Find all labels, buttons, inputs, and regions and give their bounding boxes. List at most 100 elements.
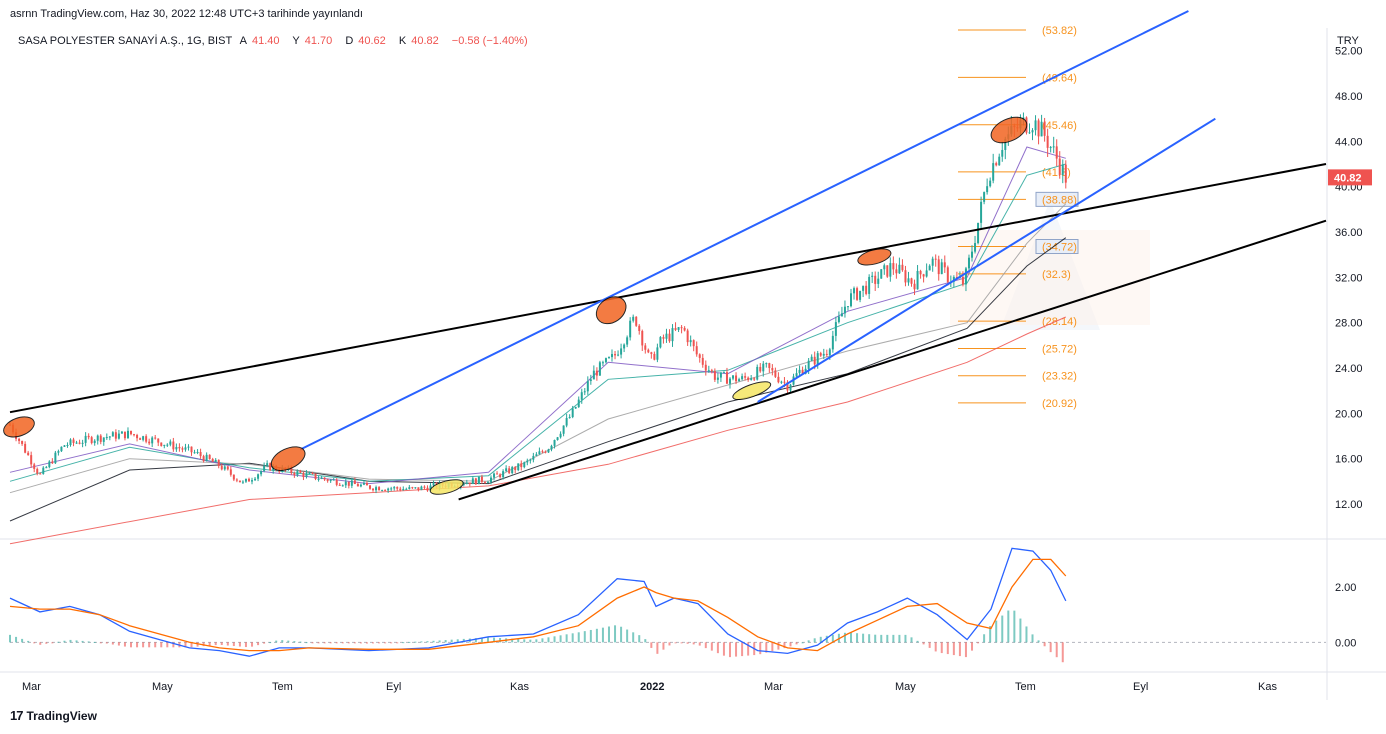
candle-body	[535, 454, 538, 456]
moving-average-0	[9, 316, 1067, 545]
time-tick-label: May	[895, 681, 916, 693]
candle-body	[508, 468, 511, 474]
macd-histogram-bar	[323, 642, 326, 644]
macd-histogram-bar	[819, 636, 822, 643]
fib-label-8: (25.72)	[1042, 344, 1077, 356]
macd-histogram-bar	[759, 642, 762, 655]
candle-body	[102, 437, 105, 442]
candle-body	[937, 259, 940, 275]
candle-body	[184, 447, 187, 450]
candle-body	[735, 375, 738, 382]
macd-histogram-bar	[1019, 618, 1022, 643]
macd-histogram-bar	[305, 642, 308, 644]
symbol-name: SASA POLYESTER SANAYİ A.Ş., 1G, BIST	[18, 35, 233, 47]
macd-histogram-bar	[111, 642, 114, 645]
macd-histogram-bar	[977, 642, 980, 644]
macd-histogram-bar	[202, 642, 205, 647]
candle-body	[78, 442, 81, 444]
macd-histogram-bar	[39, 642, 42, 645]
candle-body	[701, 357, 704, 365]
price-tick-label: 44.00	[1335, 136, 1363, 148]
axes: TRY 12.00 16.00 20.00 24.00 28.00 32.00 36.00 40…	[22, 35, 1372, 693]
candle-body	[665, 333, 668, 339]
candle-body	[483, 481, 486, 483]
candle-body	[356, 484, 359, 487]
macd-histogram-bar	[341, 642, 344, 644]
candle-body	[886, 265, 889, 277]
macd-histogram-bar	[287, 640, 290, 643]
macd-histogram-bar	[390, 642, 393, 644]
channel-upper-blue[interactable]	[299, 10, 1189, 451]
candle-body	[692, 340, 695, 347]
macd-histogram-bar	[735, 642, 738, 657]
candle-body	[946, 267, 949, 282]
macd-histogram-bar	[486, 637, 489, 643]
candle-body	[151, 437, 154, 444]
macd-histogram-bar	[813, 638, 816, 643]
channel-lower-blue[interactable]	[757, 117, 1216, 403]
candle-body	[716, 377, 719, 380]
macd-histogram-bar	[692, 642, 695, 645]
price-tick-label: 24.00	[1335, 363, 1363, 375]
macd-histogram-bar	[480, 637, 483, 643]
macd-histogram-bar	[995, 620, 998, 643]
macd-histogram-bar	[1025, 626, 1028, 643]
macd-histogram-bar	[989, 626, 992, 643]
candle-body	[145, 436, 148, 442]
macd-histogram-bar	[783, 642, 786, 649]
macd-histogram-bar	[850, 632, 853, 643]
price-tick-label: 28.00	[1335, 318, 1363, 330]
ellipse-nisan	[857, 248, 892, 266]
last-price-tag	[1328, 169, 1372, 186]
trendline-lower-black[interactable]	[458, 219, 1327, 501]
symbol-legend[interactable]: SASA POLYESTER SANAYİ A.Ş., 1G, BIST A 41…	[18, 35, 533, 47]
candle-body	[744, 376, 747, 378]
fib-label-9: (23.32)	[1042, 371, 1077, 383]
candle-body	[353, 480, 356, 485]
macd-histogram-bar	[365, 642, 368, 644]
macd-histogram-bar	[329, 642, 332, 644]
candle-body	[656, 347, 659, 360]
candle-body	[647, 349, 650, 353]
macd-histogram-bar	[632, 632, 635, 643]
candle-body	[81, 442, 84, 444]
macd-histogram-bar	[123, 642, 126, 647]
candle-body	[565, 418, 568, 426]
candle-body	[825, 353, 828, 356]
macd-histogram-bar	[220, 642, 223, 646]
candle-body	[595, 370, 598, 376]
candle-body	[108, 436, 111, 438]
candle-body	[992, 163, 995, 181]
candle-body	[928, 265, 931, 271]
time-tick-label: Kas	[1258, 681, 1277, 693]
candle-body	[139, 438, 142, 440]
candle-body	[589, 379, 592, 382]
candle-body	[547, 449, 550, 453]
candle-body	[846, 306, 849, 308]
candle-body	[493, 473, 496, 478]
candle-body	[553, 440, 556, 446]
macd-histogram-bar	[293, 641, 296, 643]
macd-tick-label: 2.00	[1335, 582, 1356, 594]
candle-body	[211, 458, 214, 462]
candle-body	[783, 381, 786, 383]
macd-histogram-bar	[686, 642, 689, 644]
tradingview-logo[interactable]: 17 TradingView	[10, 708, 97, 723]
candle-body	[877, 278, 880, 284]
candle-body	[302, 472, 305, 478]
candle-body	[683, 327, 686, 331]
candle-body	[632, 316, 635, 321]
macd-histogram-bar	[983, 634, 986, 643]
candle-body	[402, 489, 405, 491]
macd-histogram-bar	[130, 642, 133, 648]
candle-body	[862, 285, 865, 291]
macd-histogram-bar	[353, 642, 356, 644]
trendline-upper-black[interactable]	[9, 163, 1327, 414]
candle-body	[871, 275, 874, 277]
ellipse-haziran	[990, 116, 1028, 144]
candle-body	[396, 487, 399, 489]
macd-histogram-bar	[99, 642, 102, 644]
macd-histogram-bar	[378, 642, 381, 644]
macd-histogram-bar	[656, 642, 659, 654]
